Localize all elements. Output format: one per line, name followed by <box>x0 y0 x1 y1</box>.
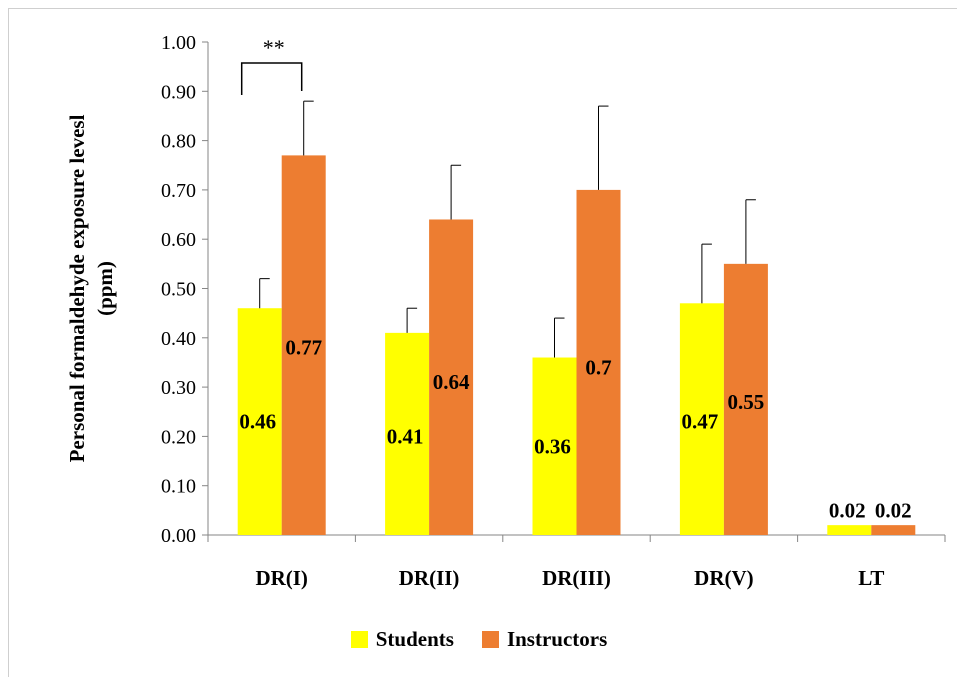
bars <box>237 155 916 536</box>
bar-students-DR(V) <box>679 303 724 535</box>
y-tick-label: 0.80 <box>161 131 196 153</box>
bar-instructors-LT <box>871 525 916 535</box>
y-tick-label: 0.00 <box>161 525 196 547</box>
legend-label-instructors: Instructors <box>506 627 608 651</box>
significance-annotation: ** <box>240 35 303 95</box>
x-tick-label: DR(I) <box>255 566 308 590</box>
legend-swatch-students <box>350 631 368 648</box>
bar-students-DR(III) <box>532 357 577 535</box>
bar-instructors-DR(II) <box>429 219 474 536</box>
legend-label-students: Students <box>375 627 454 651</box>
y-tick-label: 0.50 <box>161 279 196 301</box>
bar-students-DR(II) <box>385 332 430 535</box>
y-tick-label: 0.40 <box>161 328 196 350</box>
data-label: 0.36 <box>534 434 571 458</box>
x-tick-label: LT <box>858 566 884 590</box>
y-tick-label: 0.20 <box>161 426 196 448</box>
data-label: 0.64 <box>433 370 470 394</box>
bar-students-LT <box>827 525 872 535</box>
y-tick-label: 0.30 <box>161 377 196 399</box>
legend: Students Instructors <box>0 627 958 652</box>
data-label: 0.41 <box>387 424 424 448</box>
bar-instructors-DR(V) <box>723 263 768 535</box>
bar-instructors-DR(III) <box>576 189 621 535</box>
y-tick-label: 0.10 <box>161 476 196 498</box>
data-label: 0.02 <box>875 498 912 522</box>
data-label: 0.02 <box>829 498 866 522</box>
chart-frame <box>8 8 957 677</box>
error-bars <box>259 100 756 358</box>
data-labels: 0.46 0.41 0.36 0.47 0.02 0.77 0.64 0.7 0.55 0.02 <box>239 336 911 523</box>
axes: 0.00 0.10 0.20 0.30 0.40 0.50 0.60 0.70 0.80 0.90… <box>161 32 946 590</box>
legend-item-students: Students <box>350 627 454 652</box>
data-label: 0.7 <box>585 355 611 379</box>
y-tick-label: 0.70 <box>161 180 196 202</box>
data-label: 0.47 <box>682 410 719 434</box>
bar-instructors-DR(I) <box>281 155 326 535</box>
legend-swatch-instructors <box>481 631 499 648</box>
y-axis-title-line: Personal formaldehyde exposure levesl <box>65 114 89 462</box>
data-label: 0.77 <box>285 336 322 360</box>
data-label: 0.46 <box>239 410 276 434</box>
legend-item-instructors: Instructors <box>481 627 608 652</box>
y-tick-label: 0.60 <box>161 229 196 251</box>
bar-students-DR(I) <box>237 308 282 535</box>
y-axis-title: Personal formaldehyde exposure levesl (pp… <box>65 114 117 462</box>
data-label: 0.55 <box>728 390 765 414</box>
significance-bracket <box>240 62 303 95</box>
y-tick-label: 0.90 <box>161 81 196 103</box>
y-tick-label: 1.00 <box>161 32 196 54</box>
significance-marker: ** <box>263 35 285 60</box>
x-tick-label: DR(III) <box>542 566 611 590</box>
x-tick-label: DR(V) <box>694 566 753 590</box>
y-axis-title-line: (ppm) <box>93 261 117 316</box>
x-tick-label: DR(II) <box>399 566 460 590</box>
